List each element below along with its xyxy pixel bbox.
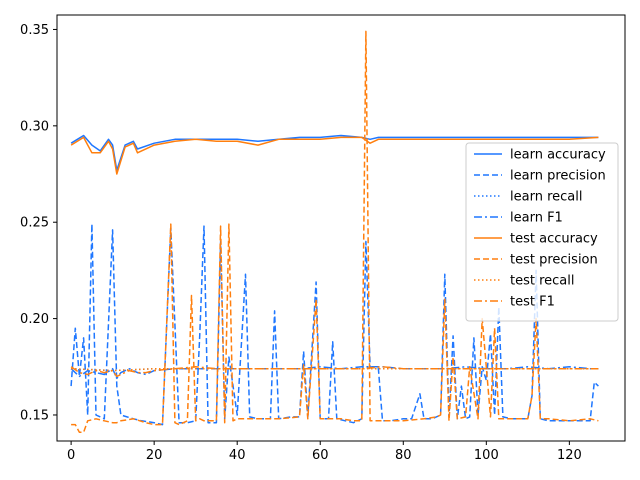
series-test-f1 [70,366,599,378]
legend-label-learn-precision: learn precision [510,169,606,184]
legend-label-test-recall: test recall [510,274,575,289]
legend-label-test-precision: test precision [510,253,598,268]
series-test-accuracy [70,136,599,175]
legend-box [465,142,619,322]
series-learn-precision [70,223,599,426]
series-test-precision [71,30,599,434]
x-tick-label: 20 [146,448,163,463]
plot-frame [56,14,626,442]
y-tick-label: 0.20 [20,312,49,327]
legend-label-learn-accuracy: learn accuracy [510,148,606,163]
y-tick-label: 0.30 [20,119,49,134]
legend: learn accuracy learn precision learn recal… [465,142,619,322]
x-axis: 0 20 40 60 80 100 120 [67,441,582,463]
legend-label-learn-f1: learn F1 [510,211,563,226]
legend-label-test-f1: test F1 [510,295,555,310]
y-tick-label: 0.15 [20,408,49,423]
x-tick-label: 120 [557,448,582,463]
x-tick-label: 0 [67,448,75,463]
x-tick-label: 40 [229,448,246,463]
series-lines [70,30,599,434]
x-tick-label: 60 [312,448,329,463]
y-tick-label: 0.25 [20,216,49,231]
y-axis: 0.15 0.20 0.25 0.30 0.35 [20,23,57,423]
legend-label-test-accuracy: test accuracy [510,232,598,247]
series-learn-accuracy [70,134,599,171]
legend-label-learn-recall: learn recall [510,190,582,205]
x-tick-label: 100 [474,448,499,463]
x-tick-label: 80 [395,448,412,463]
y-tick-label: 0.35 [20,23,49,38]
